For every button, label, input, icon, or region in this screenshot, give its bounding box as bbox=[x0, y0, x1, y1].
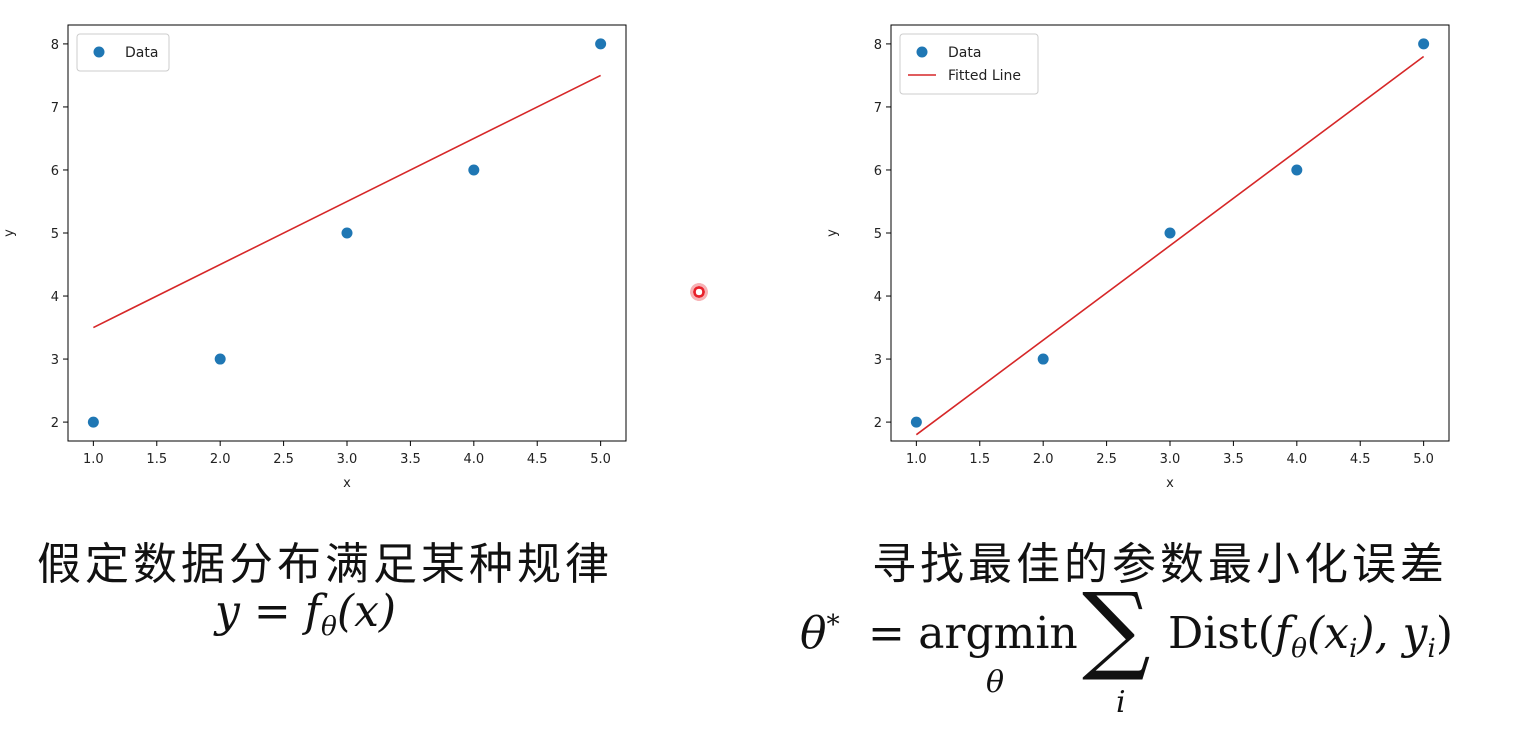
x-tick-label: 2.5 bbox=[1096, 452, 1117, 467]
data-point bbox=[87, 416, 99, 428]
y-axis-label: y bbox=[2, 229, 17, 237]
x-tick-label: 5.0 bbox=[1413, 452, 1434, 467]
dist-close: ) bbox=[1435, 608, 1454, 659]
x-tick-label: 3.0 bbox=[1160, 452, 1181, 467]
legend-box bbox=[899, 33, 1039, 95]
y-tick-label: 5 bbox=[874, 227, 882, 242]
x-tick-label: 3.0 bbox=[337, 452, 358, 467]
theta-symbol: θ bbox=[800, 608, 827, 659]
x-tick-label: 1.5 bbox=[146, 452, 167, 467]
data-point bbox=[1164, 227, 1176, 239]
data-point bbox=[1037, 353, 1049, 365]
legend-label: Fitted Line bbox=[948, 68, 1021, 84]
formula-arg: (x) bbox=[336, 586, 397, 637]
star-symbol: * bbox=[826, 609, 840, 641]
right-chart: 1.0 1.5 2.0 2.5 3.0 3.5 4.0 4.5 5.0 2 3 4 5 6 7 8 x y Data… bbox=[825, 24, 1450, 491]
y-tick-label: 8 bbox=[51, 38, 59, 53]
x-tick-label: 2.0 bbox=[210, 452, 231, 467]
right-caption: 寻找最佳的参数最小化误差 bbox=[872, 539, 1448, 590]
x-tick-label: 4.0 bbox=[1286, 452, 1307, 467]
y-tick-label: 4 bbox=[874, 290, 882, 305]
x-axis-label: x bbox=[1166, 476, 1174, 491]
x-tick-label: 1.5 bbox=[969, 452, 990, 467]
data-point bbox=[468, 164, 480, 176]
y-axis-label: y bbox=[825, 229, 840, 237]
formula-f: f bbox=[304, 586, 322, 637]
y-tick-label: 3 bbox=[874, 353, 882, 368]
x-tick-label: 5.0 bbox=[590, 452, 611, 467]
legend-point-swatch bbox=[93, 46, 105, 58]
x-tick-label: 2.0 bbox=[1033, 452, 1054, 467]
y-tick-label: 2 bbox=[874, 416, 882, 431]
x-tick-label: 1.0 bbox=[83, 452, 104, 467]
y-tick-label: 4 bbox=[51, 290, 59, 305]
x-tick-label: 4.5 bbox=[527, 452, 548, 467]
y-tick-label: 6 bbox=[874, 164, 882, 179]
dist-y: ), y bbox=[1357, 608, 1428, 659]
y-tick-label: 7 bbox=[51, 101, 59, 116]
formula-theta-star: θ* bbox=[800, 612, 840, 656]
y-tick-label: 5 bbox=[51, 227, 59, 242]
argmin-block: argmin bbox=[918, 612, 1078, 656]
legend-label: Data bbox=[125, 45, 158, 61]
y-tick-label: 7 bbox=[874, 101, 882, 116]
x-tick-label: 4.0 bbox=[463, 452, 484, 467]
x-tick-label: 3.5 bbox=[1223, 452, 1244, 467]
formula-y: y bbox=[215, 586, 240, 637]
dist-text: Dist( bbox=[1168, 608, 1275, 659]
fitted-line bbox=[93, 74, 601, 329]
legend-label: Data bbox=[948, 45, 981, 61]
sum-subscript: i bbox=[1116, 685, 1126, 720]
data-point bbox=[1418, 38, 1430, 50]
data-point bbox=[595, 38, 607, 50]
y-tick-label: 3 bbox=[51, 353, 59, 368]
dist-x: (x bbox=[1306, 608, 1349, 659]
right-panel: 1.0 1.5 2.0 2.5 3.0 3.5 4.0 4.5 5.0 2 3 4 5 6 7 8 x y Data… bbox=[760, 0, 1520, 736]
formula-equals: = bbox=[868, 608, 905, 659]
data-point bbox=[1291, 164, 1303, 176]
x-tick-label: 4.5 bbox=[1350, 452, 1371, 467]
sum-symbol: ∑ bbox=[1082, 572, 1151, 684]
x-axis-label: x bbox=[343, 476, 351, 491]
dist-expression: Dist(fθ(xi), yi) bbox=[1168, 612, 1453, 662]
x-tick-label: 2.5 bbox=[273, 452, 294, 467]
left-panel: 1.0 1.5 2.0 2.5 3.0 3.5 4.0 4.5 5.0 2 3 4 5 6 7 8 x y Data… bbox=[2, 24, 627, 640]
dist-theta: θ bbox=[1291, 633, 1307, 665]
data-point bbox=[214, 353, 226, 365]
dist-i1: i bbox=[1348, 633, 1358, 665]
right-formula: θ* = argmin θ ∑ i Dist(fθ(xi), yi) bbox=[760, 580, 1520, 730]
formula-theta: θ bbox=[321, 611, 337, 643]
formula-equals: = bbox=[253, 586, 291, 637]
y-tick-label: 6 bbox=[51, 164, 59, 179]
left-formula: y = fθ(x) bbox=[215, 590, 396, 640]
data-point bbox=[341, 227, 353, 239]
argmin-subscript: θ bbox=[986, 665, 1005, 700]
legend-point-swatch bbox=[916, 46, 928, 58]
argmin-text: argmin bbox=[918, 608, 1078, 659]
legend-box bbox=[76, 33, 170, 72]
fitted-line bbox=[915, 55, 1425, 436]
dist-f: f bbox=[1274, 608, 1292, 659]
y-tick-label: 8 bbox=[874, 38, 882, 53]
x-tick-label: 1.0 bbox=[906, 452, 927, 467]
dist-i2: i bbox=[1427, 633, 1436, 665]
data-point bbox=[910, 416, 922, 428]
pointer-indicator bbox=[690, 283, 708, 301]
left-chart: 1.0 1.5 2.0 2.5 3.0 3.5 4.0 4.5 5.0 2 3 4 5 6 7 8 x y Data bbox=[2, 24, 627, 491]
y-tick-label: 2 bbox=[51, 416, 59, 431]
left-caption: 假定数据分布满足某种规律 bbox=[37, 539, 613, 590]
x-tick-label: 3.5 bbox=[400, 452, 421, 467]
